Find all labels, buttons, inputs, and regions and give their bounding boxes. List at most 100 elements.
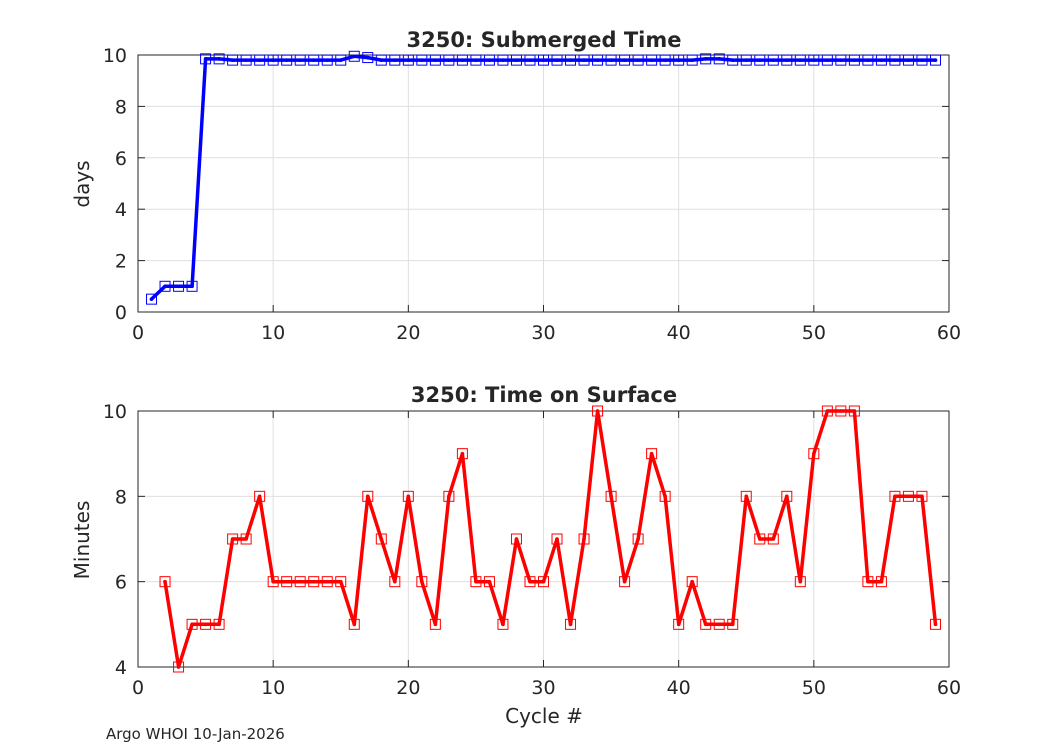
data-point-marker [348,50,360,62]
submerged-time-axes: 3250: Submerged Time days 0 10 20 30 40 50 60 0… [70,28,961,344]
data-point-marker [727,54,739,66]
y-tick-label: 2 [115,251,127,273]
data-point-marker [470,54,482,66]
data-point-dot [595,409,600,413]
data-point-dot [271,579,275,584]
data-point-dot [541,579,546,584]
data-point-marker [240,54,252,66]
data-point-dot [311,579,316,584]
data-point-dot [636,58,640,62]
surface-time-axes: 3250: Time on Surface Minutes Cycle # 0 1… [70,383,961,728]
x-tick-label: 20 [396,322,420,344]
data-point-dot [555,537,559,541]
data-point-dot [474,579,478,584]
data-point-marker [592,54,604,66]
data-point-dot [447,494,451,499]
data-point-marker [321,54,333,66]
data-point-marker [686,54,698,66]
data-point-dot [203,622,208,627]
data-point-marker [673,54,685,66]
data-point-dot [825,409,830,413]
data-point-dot [311,58,316,62]
data-point-dot [595,58,600,62]
data-point-marker [632,54,644,66]
data-point-dot [163,579,167,584]
data-point-dot [920,58,924,62]
data-point-dot [893,494,897,499]
data-point-dot [622,579,627,584]
x-tick-label: 40 [667,322,691,344]
data-point-dot [379,58,384,62]
data-point-dot [757,58,762,62]
data-point-marker [416,54,428,66]
x-tick-label: 30 [531,677,555,699]
data-point-marker [794,54,806,66]
data-point-dot [690,58,694,62]
data-point-marker [916,490,928,502]
data-point-dot [501,622,505,627]
data-point-dot [744,494,749,499]
data-point-marker [713,53,725,65]
data-point-dot [365,494,370,499]
x-tick-label: 0 [132,677,144,699]
data-point-dot [190,622,194,627]
data-point-marker [402,490,414,502]
y-tick-label: 8 [115,486,127,508]
data-point-dot [514,58,519,62]
data-point-marker [538,54,549,66]
data-point-marker [740,490,752,502]
y-tick-label: 10 [103,401,127,423]
data-point-marker [308,576,320,588]
data-point-marker [429,54,441,66]
data-point-dot [433,58,438,62]
data-point-marker [875,576,887,588]
data-point-dot [325,58,330,62]
data-point-dot [920,494,924,499]
data-point-dot [474,58,478,62]
data-point-marker [173,661,185,673]
data-point-dot [839,409,843,413]
data-point-marker [389,576,401,588]
data-point-marker [740,54,752,66]
data-point-dot [487,58,492,62]
data-point-marker [456,54,468,66]
data-point-marker [578,54,590,66]
data-point-dot [636,537,640,541]
data-point-dot [528,58,532,62]
data-point-dot [582,537,586,541]
data-point-marker [700,618,712,630]
data-point-marker [565,618,577,630]
data-point-marker [416,576,428,588]
data-point-marker [848,54,860,66]
data-point-marker [835,405,847,417]
data-point-marker [362,490,374,502]
data-point-dot [676,622,681,627]
data-point-marker [565,54,577,66]
data-point-marker [902,54,914,66]
data-point-dot [203,57,208,61]
data-point-dot [771,58,776,62]
data-point-marker [700,53,712,65]
data-point-dot [730,622,735,627]
data-point-marker [551,533,563,545]
data-point-dot [190,284,194,289]
data-point-dot [406,58,411,62]
data-point-dot [690,579,694,584]
data-point-dot [568,622,573,627]
data-point-marker [375,533,387,545]
data-point-marker [281,576,293,588]
data-point-marker [281,54,293,66]
data-point-dot [338,58,343,62]
data-point-dot [257,58,262,62]
data-point-dot [825,58,830,62]
data-point-marker [240,533,252,545]
data-point-dot [663,58,667,62]
data-point-dot [298,579,303,584]
data-point-dot [379,537,384,541]
data-point-dot [420,58,424,62]
data-point-dot [798,58,803,62]
data-point-dot [460,451,465,456]
data-point-dot [852,409,857,413]
data-point-marker [835,54,847,66]
data-point-dot [487,579,492,584]
